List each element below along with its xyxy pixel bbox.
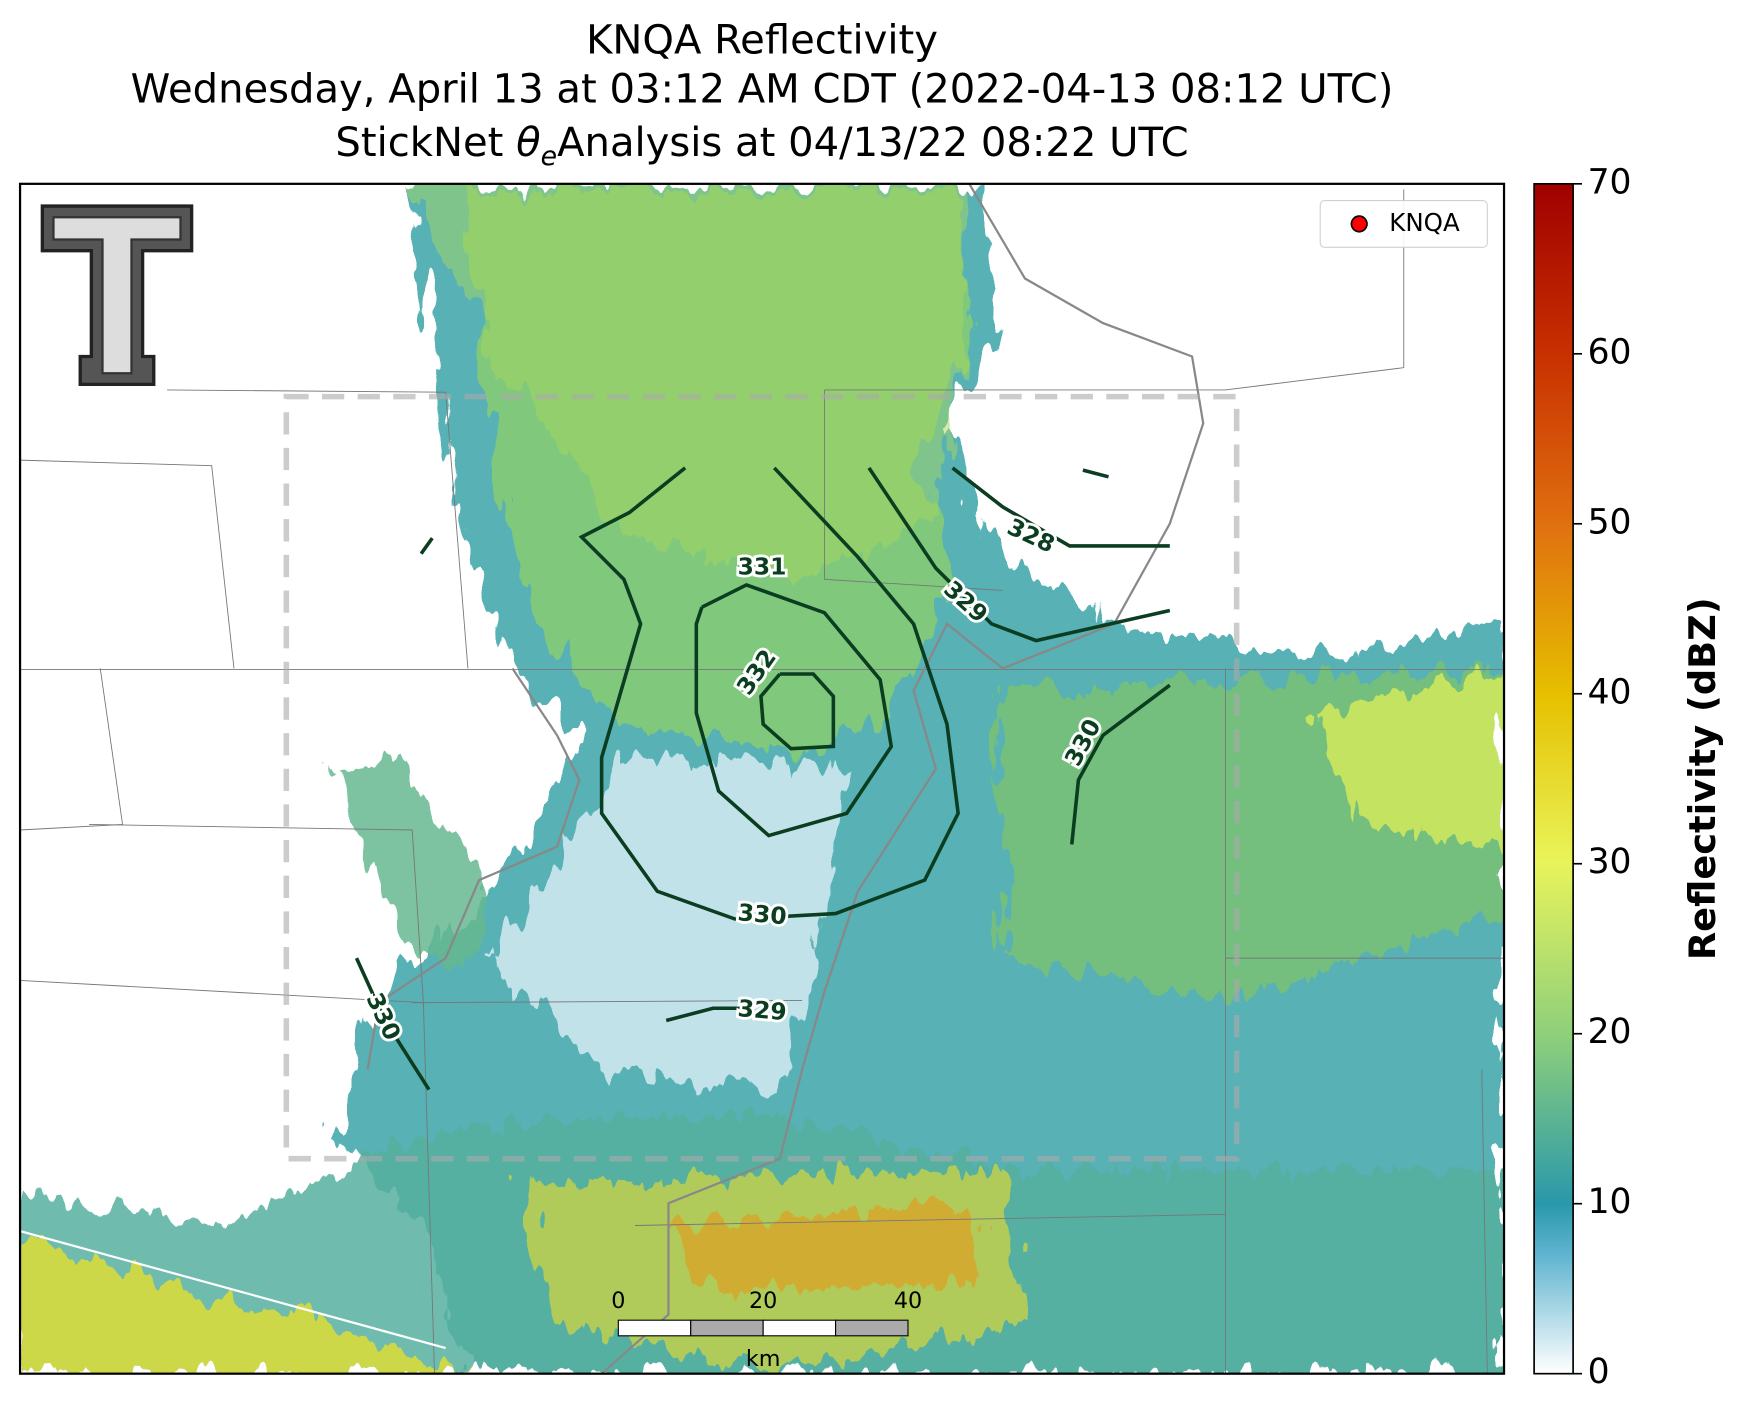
colorbar-tick-label: 40 (1588, 672, 1632, 712)
analysis-domain (283, 393, 1240, 1162)
analysis-subscript: e (541, 141, 557, 172)
scale-bar-segment (835, 1319, 909, 1337)
title: KNQA Reflectivity (586, 17, 938, 63)
colorbar-tick-label: 0 (1588, 1352, 1610, 1392)
logo (40, 204, 194, 387)
colorbar-tick-label: 30 (1588, 842, 1632, 882)
colorbar-tick-label: 70 (1588, 162, 1632, 202)
boundaries (20, 183, 1505, 1374)
analysis-symbol: θ (516, 120, 541, 166)
contour-label: 330 (737, 898, 788, 930)
colorbar-fill (1533, 182, 1574, 1375)
scale-bar-segment (617, 1319, 692, 1337)
map: 328 329 330 331 332 330 329 330 0 20 40km … (20, 183, 1505, 1374)
legend: KNQA (1319, 199, 1488, 248)
colorbar-tick-label: 50 (1588, 502, 1632, 542)
scale-bar-label: 0 (611, 1288, 625, 1314)
scale-bar-segment (690, 1319, 764, 1337)
contour-label: 329 (737, 994, 788, 1026)
legend-label: KNQA (1389, 208, 1460, 237)
legend-marker (1350, 215, 1368, 233)
map-frame (18, 182, 1506, 1375)
subtitle: Wednesday, April 13 at 03:12 AM CDT (202… (131, 66, 1394, 112)
colorbar: Reflectivity (dBZ) 0 10 20 30 40 50 60 70 (1533, 162, 1724, 1392)
colorbar-tick-label: 10 (1588, 1182, 1632, 1222)
colorbar-tick-label: 20 (1588, 1012, 1632, 1052)
analysis-title: StickNet θeAnalysis at 04/13/22 08:22 UT… (335, 120, 1188, 172)
analysis-after: Analysis at 04/13/22 08:22 UTC (557, 120, 1189, 166)
scale-bar-label: 20 (749, 1288, 777, 1314)
contour-label: 331 (738, 553, 787, 581)
scale-bar-unit: km (746, 1346, 781, 1372)
colorbar-label: Reflectivity (dBZ) (1681, 597, 1724, 960)
analysis-before: StickNet (335, 120, 503, 166)
scale-bar-segment (762, 1319, 837, 1337)
colorbar-tick-label: 60 (1588, 332, 1632, 372)
scale-bar-label: 40 (894, 1288, 922, 1314)
scale-bar: 0 20 40 km (611, 1288, 922, 1372)
